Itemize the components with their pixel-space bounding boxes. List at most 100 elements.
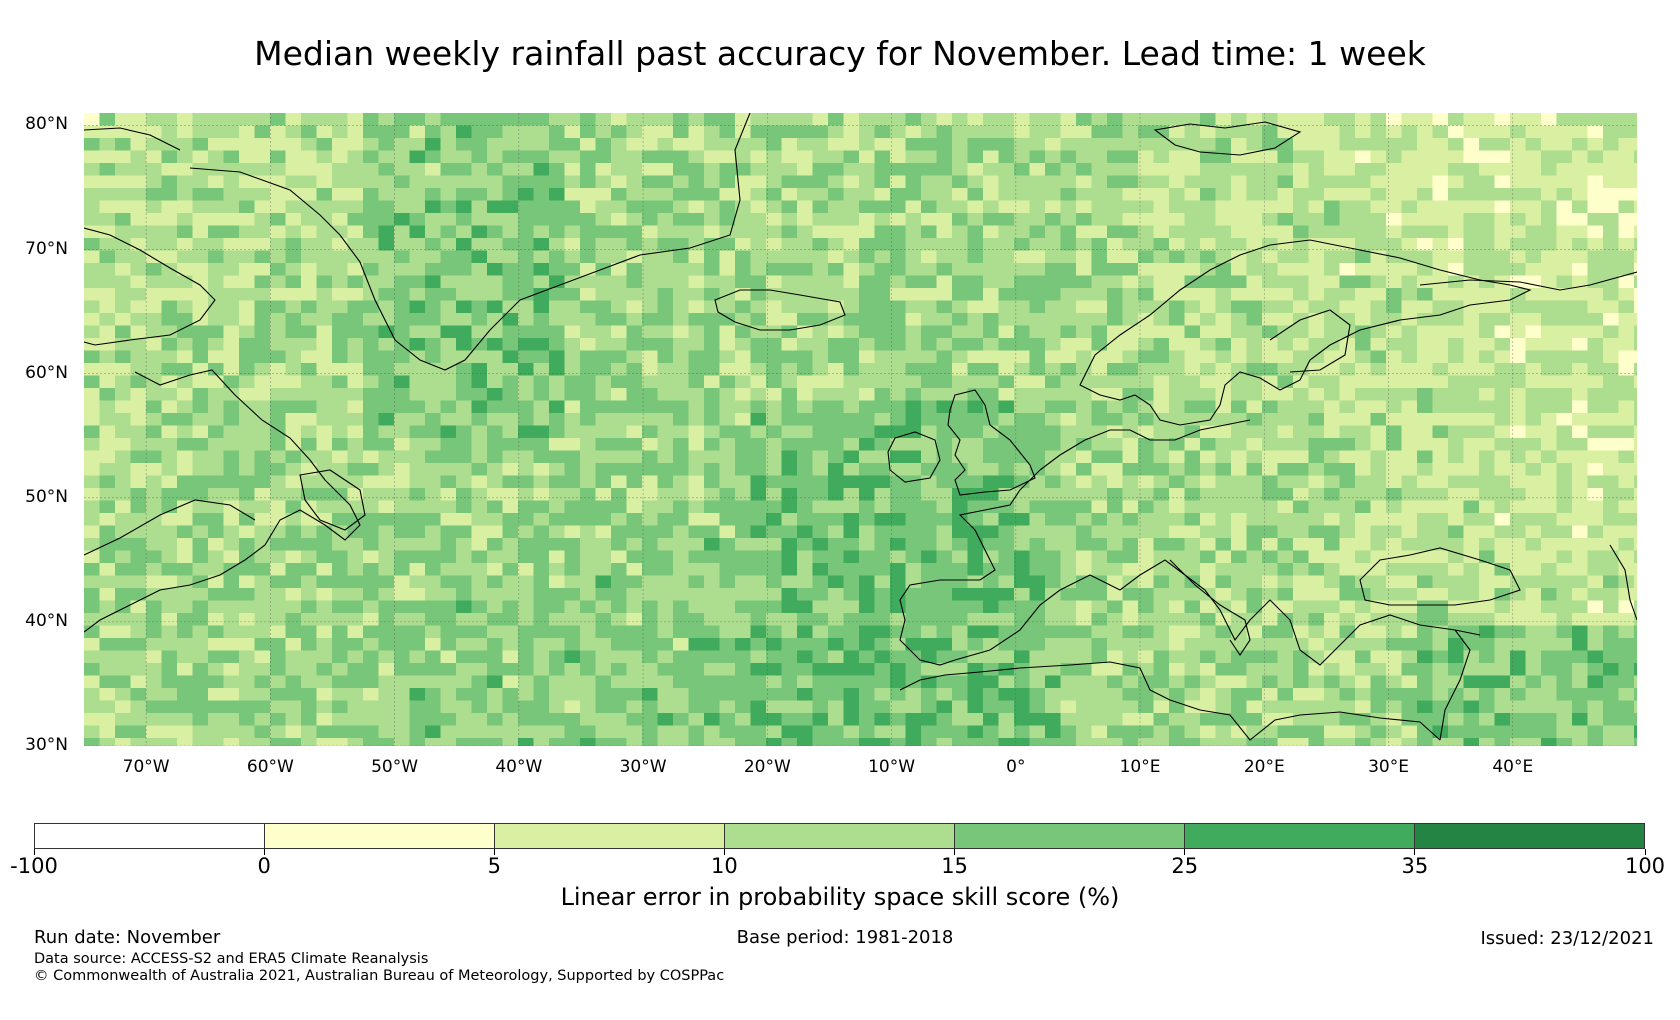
skill-cell: [1417, 650, 1434, 664]
skill-cell: [1231, 275, 1248, 289]
skill-cell: [766, 588, 783, 602]
skill-cell: [208, 250, 225, 264]
skill-cell: [146, 675, 163, 689]
skill-cell: [998, 513, 1015, 527]
skill-cell: [626, 275, 643, 289]
skill-cell: [161, 650, 178, 664]
skill-cell: [595, 513, 612, 527]
skill-cell: [1293, 525, 1310, 539]
skill-cell: [983, 463, 1000, 477]
skill-cell: [1324, 688, 1341, 702]
skill-cell: [1587, 500, 1604, 514]
skill-cell: [518, 400, 535, 414]
skill-cell: [146, 600, 163, 614]
skill-cell: [859, 388, 876, 402]
skill-cell: [239, 450, 256, 464]
skill-cell: [409, 188, 426, 202]
skill-cell: [1029, 700, 1046, 714]
skill-cell: [518, 600, 535, 614]
skill-cell: [1277, 325, 1294, 339]
skill-cell: [564, 238, 581, 252]
skill-cell: [1262, 275, 1279, 289]
skill-cell: [409, 225, 426, 239]
skill-cell: [1432, 500, 1449, 514]
skill-cell: [1417, 300, 1434, 314]
skill-cell: [673, 113, 690, 127]
skill-cell: [1386, 325, 1403, 339]
skill-cell: [1541, 700, 1558, 714]
skill-cell: [1122, 288, 1139, 302]
skill-cell: [611, 225, 628, 239]
skill-cell: [766, 363, 783, 377]
skill-cell: [487, 363, 504, 377]
skill-cell: [1231, 550, 1248, 564]
skill-cell: [797, 113, 814, 127]
skill-cell: [549, 525, 566, 539]
skill-cell: [580, 275, 597, 289]
skill-cell: [456, 700, 473, 714]
skill-cell: [1556, 563, 1573, 577]
skill-cell: [285, 288, 302, 302]
skill-cell: [1355, 400, 1372, 414]
skill-cell: [1370, 313, 1387, 327]
skill-cell: [440, 713, 457, 727]
skill-cell: [1432, 425, 1449, 439]
skill-cell: [316, 150, 333, 164]
skill-cell: [378, 150, 395, 164]
skill-cell: [487, 638, 504, 652]
skill-cell: [1603, 613, 1620, 627]
skill-cell: [208, 725, 225, 739]
skill-cell: [967, 238, 984, 252]
skill-cell: [1029, 638, 1046, 652]
skill-cell: [1091, 200, 1108, 214]
skill-cell: [967, 275, 984, 289]
skill-cell: [1556, 513, 1573, 527]
skill-cell: [99, 425, 116, 439]
skill-cell: [564, 513, 581, 527]
skill-cell: [1525, 125, 1542, 139]
skill-cell: [518, 375, 535, 389]
skill-cell: [1107, 338, 1124, 352]
skill-cell: [1618, 638, 1635, 652]
skill-cell: [1246, 563, 1263, 577]
skill-cell: [161, 713, 178, 727]
skill-cell: [921, 700, 938, 714]
skill-cell: [1169, 425, 1186, 439]
skill-cell: [642, 338, 659, 352]
skill-cell: [1262, 550, 1279, 564]
skill-cell: [146, 313, 163, 327]
skill-cell: [1122, 363, 1139, 377]
skill-cell: [781, 438, 798, 452]
skill-cell: [1479, 150, 1496, 164]
skill-cell: [1122, 600, 1139, 614]
skill-cell: [1370, 138, 1387, 152]
skill-cell: [1479, 713, 1496, 727]
skill-cell: [146, 388, 163, 402]
skill-cell: [704, 700, 721, 714]
skill-cell: [1262, 188, 1279, 202]
skill-cell: [766, 350, 783, 364]
skill-cell: [580, 500, 597, 514]
skill-cell: [967, 113, 984, 127]
skill-cell: [1634, 325, 1637, 339]
skill-cell: [1122, 163, 1139, 177]
skill-cell: [223, 275, 240, 289]
skill-cell: [270, 438, 287, 452]
skill-cell: [642, 375, 659, 389]
skill-cell: [332, 150, 349, 164]
skill-cell: [673, 563, 690, 577]
skill-cell: [936, 325, 953, 339]
skill-cell: [1556, 250, 1573, 264]
skill-cell: [1262, 150, 1279, 164]
skill-cell: [471, 400, 488, 414]
skill-cell: [1339, 375, 1356, 389]
skill-cell: [1587, 250, 1604, 264]
skill-cell: [952, 213, 969, 227]
skill-cell: [1045, 575, 1062, 589]
skill-cell: [378, 225, 395, 239]
skill-cell: [347, 350, 364, 364]
skill-cell: [223, 288, 240, 302]
skill-cell: [161, 113, 178, 127]
skill-cell: [1308, 325, 1325, 339]
skill-cell: [533, 275, 550, 289]
